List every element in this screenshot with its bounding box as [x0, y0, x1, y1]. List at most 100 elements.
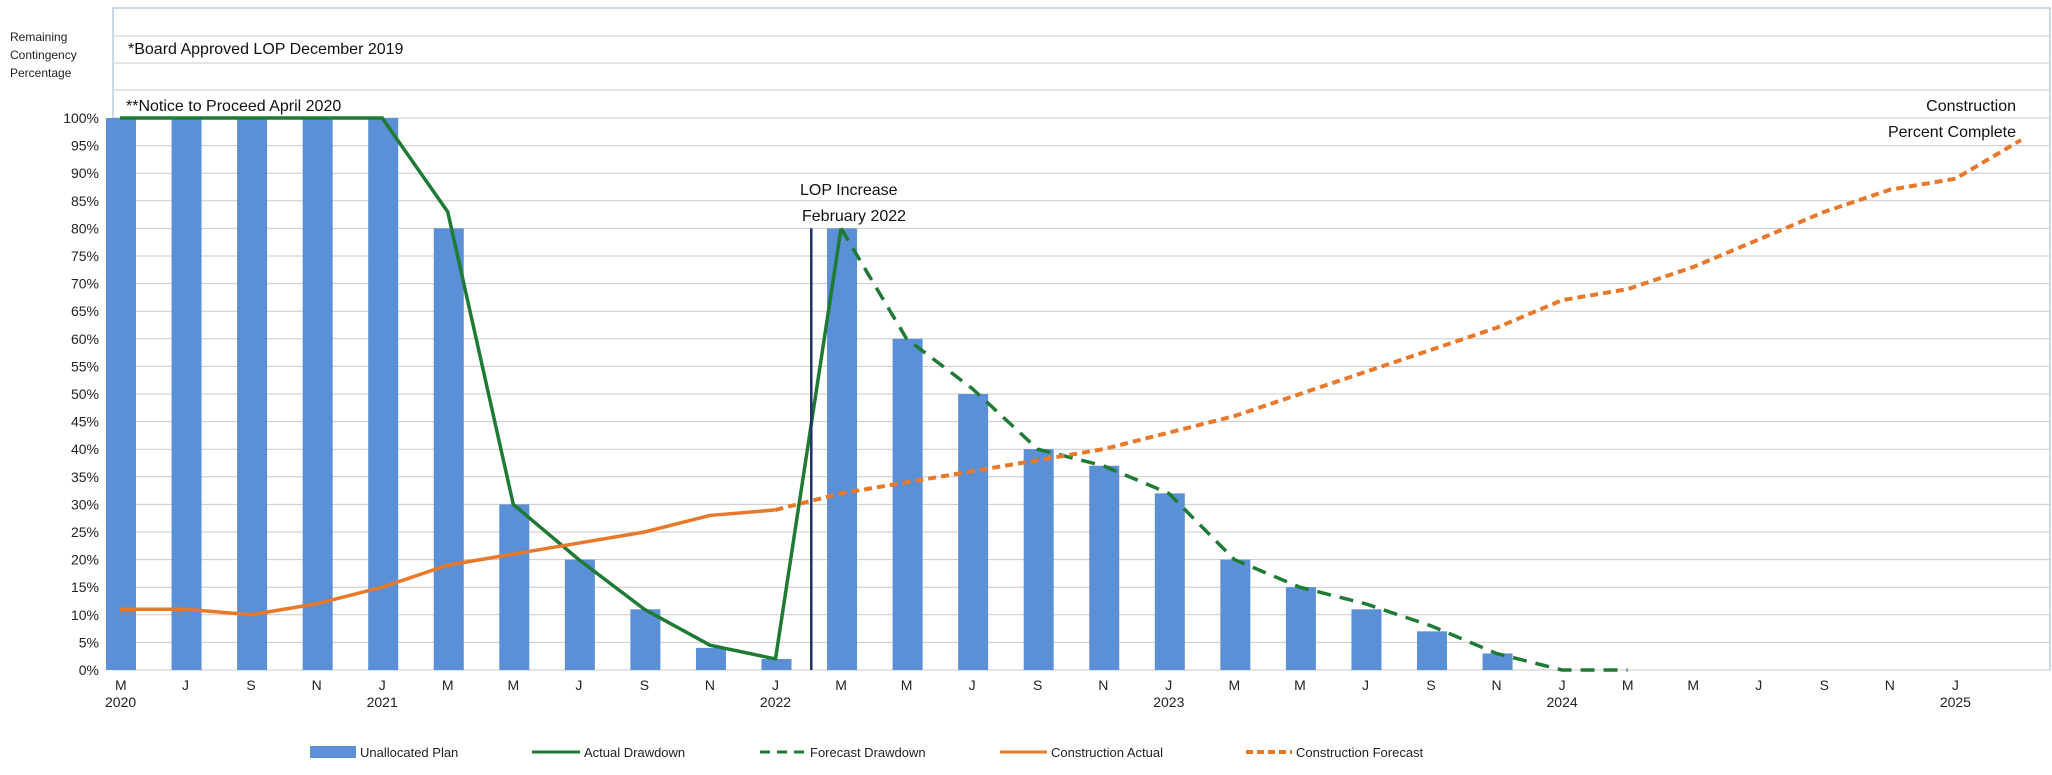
bar-unallocated-plan-21: [1482, 653, 1513, 670]
board-approved-note: *Board Approved LOP December 2019: [128, 41, 404, 58]
y-tick-label-80: 80%: [71, 220, 99, 236]
y-tick-label-45: 45%: [71, 414, 99, 430]
x-tick-label-7: J: [575, 677, 582, 693]
x-tick-label-26: S: [1820, 677, 1829, 693]
x-year-label-2022: 2022: [760, 694, 791, 710]
legend-label-unallocated-plan: Unallocated Plan: [360, 745, 458, 760]
y-tick-label-65: 65%: [71, 303, 99, 319]
x-tick-label-8: S: [640, 677, 649, 693]
y-tick-label-5: 5%: [79, 634, 99, 650]
line-series: [120, 116, 2022, 672]
x-tick-label-12: M: [901, 677, 913, 693]
y-tick-label-90: 90%: [71, 165, 99, 181]
lop-increase-note-line-2: February 2022: [802, 208, 906, 225]
series-line-actual-drawdown: [120, 116, 843, 661]
y-tick-label-40: 40%: [71, 441, 99, 457]
x-year-label-2023: 2023: [1153, 694, 1184, 710]
y-axis-ticks: 0% 5% 10% 15% 20% 25% 30% 35% 40% 45% 50% 55% 60% 65%…: [63, 110, 99, 678]
series-line-construction-actual: [120, 508, 776, 617]
x-tick-label-5: M: [442, 677, 454, 693]
series-line-construction-forecast: [775, 138, 2022, 512]
bar-unallocated-plan-6: [499, 504, 530, 670]
bar-unallocated-plan-5: [433, 228, 464, 670]
x-year-label-2021: 2021: [367, 694, 398, 710]
x-tick-label-22: J: [1559, 677, 1566, 693]
y-tick-label-100: 100%: [63, 110, 99, 126]
y-tick-label-15: 15%: [71, 579, 99, 595]
bar-unallocated-plan-17: [1220, 559, 1251, 670]
x-tick-label-17: M: [1229, 677, 1241, 693]
series-line-forecast-drawdown: [839, 227, 1628, 672]
y-axis-label-line-2: Contingency: [10, 48, 77, 62]
x-tick-label-23: M: [1622, 677, 1634, 693]
x-year-label-2020: 2020: [105, 694, 136, 710]
x-tick-label-9: N: [705, 677, 715, 693]
x-tick-label-14: S: [1033, 677, 1042, 693]
legend-swatch-unallocated-plan: [310, 746, 356, 758]
construction-percent-note-line-2: Percent Complete: [1888, 124, 2016, 141]
x-tick-label-2: S: [246, 677, 255, 693]
x-tick-label-28: J: [1952, 677, 1959, 693]
x-tick-label-20: S: [1426, 677, 1435, 693]
lop-increase-note-line-1: LOP Increase: [800, 182, 898, 199]
y-tick-label-30: 30%: [71, 496, 99, 512]
legend-label-actual-drawdown: Actual Drawdown: [584, 745, 685, 760]
x-tick-label-27: N: [1885, 677, 1895, 693]
bar-unallocated-plan-8: [630, 609, 661, 670]
notice-to-proceed-note: **Notice to Proceed April 2020: [126, 98, 341, 115]
legend-label-construction-actual: Construction Actual: [1051, 745, 1163, 760]
x-tick-label-25: J: [1755, 677, 1762, 693]
y-tick-label-75: 75%: [71, 248, 99, 264]
bar-unallocated-plan-1: [171, 118, 202, 670]
bar-unallocated-plan-0: [106, 118, 136, 670]
y-tick-label-70: 70%: [71, 276, 99, 292]
legend-label-construction-forecast: Construction Forecast: [1296, 745, 1424, 760]
x-tick-label-1: J: [182, 677, 189, 693]
legend: Unallocated Plan Actual Drawdown Forecas…: [310, 745, 1424, 760]
x-tick-label-0: M: [115, 677, 127, 693]
bar-unallocated-plan-14: [1023, 449, 1054, 670]
y-tick-label-55: 55%: [71, 358, 99, 374]
bar-unallocated-plan-2: [237, 118, 268, 670]
y-tick-label-35: 35%: [71, 469, 99, 485]
legend-label-forecast-drawdown: Forecast Drawdown: [810, 745, 926, 760]
bar-unallocated-plan-12: [892, 338, 923, 670]
bar-unallocated-plan-20: [1417, 631, 1447, 670]
y-axis-label-line-1: Remaining: [10, 30, 67, 44]
x-tick-label-3: N: [312, 677, 322, 693]
bar-unallocated-plan-3: [302, 118, 333, 670]
x-tick-label-16: J: [1165, 677, 1172, 693]
x-tick-label-11: M: [835, 677, 847, 693]
x-tick-label-15: N: [1098, 677, 1108, 693]
bar-unallocated-plan-4: [368, 118, 399, 670]
x-tick-label-10: J: [772, 677, 779, 693]
x-year-label-2025: 2025: [1940, 694, 1971, 710]
bar-unallocated-plan-15: [1089, 465, 1120, 670]
y-tick-label-20: 20%: [71, 552, 99, 568]
x-tick-label-13: J: [969, 677, 976, 693]
bar-unallocated-plan-9: [695, 647, 726, 670]
x-tick-label-24: M: [1687, 677, 1699, 693]
x-tick-label-18: M: [1294, 677, 1306, 693]
x-tick-label-21: N: [1491, 677, 1501, 693]
y-tick-label-10: 10%: [71, 607, 99, 623]
y-tick-label-85: 85%: [71, 193, 99, 209]
x-year-label-2024: 2024: [1547, 694, 1578, 710]
bar-unallocated-plan-18: [1285, 587, 1316, 670]
bar-unallocated-plan-11: [827, 228, 858, 670]
y-tick-label-95: 95%: [71, 138, 99, 154]
bar-unallocated-plan-7: [564, 559, 595, 670]
bar-unallocated-plan-16: [1154, 493, 1185, 670]
bar-unallocated-plan-13: [958, 394, 989, 670]
y-tick-label-50: 50%: [71, 386, 99, 402]
bar-unallocated-plan-19: [1351, 609, 1382, 670]
y-tick-label-25: 25%: [71, 524, 99, 540]
bar-unallocated-plan-10: [761, 658, 792, 670]
x-tick-label-19: J: [1362, 677, 1369, 693]
y-tick-label-60: 60%: [71, 331, 99, 347]
bar-series: [106, 118, 1513, 670]
x-axis-ticks: M J S N J M M J S N J M M J S N J M M J S N J M M J S N J 2020 2021 202…: [105, 677, 1971, 710]
y-axis-label-line-3: Percentage: [10, 66, 72, 80]
x-tick-label-6: M: [507, 677, 519, 693]
